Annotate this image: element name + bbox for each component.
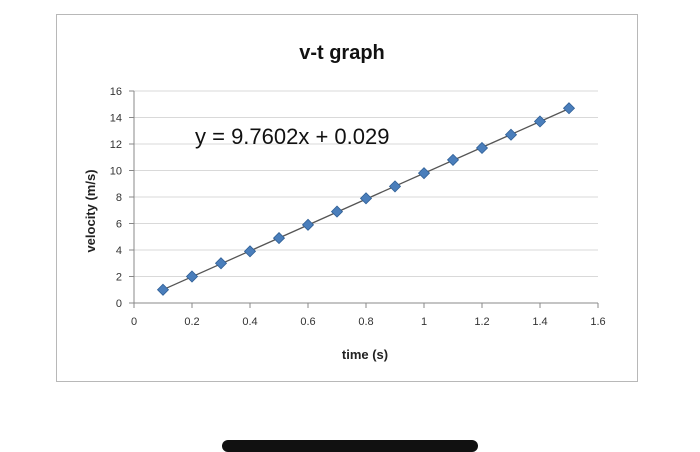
x-tick-label: 1 (421, 316, 427, 328)
trendline-equation: y = 9.7602x + 0.029 (195, 124, 390, 149)
data-point (156, 283, 170, 296)
data-point (562, 102, 576, 115)
data-point (533, 115, 547, 128)
x-tick-label: 1.2 (474, 316, 489, 328)
data-point (475, 141, 489, 155)
data-point (243, 245, 257, 258)
y-tick-labels: 0 2 4 6 8 10 12 14 16 (110, 86, 122, 310)
y-axis-label: velocity (m/s) (83, 169, 98, 252)
chart-frame: v-t graph 0 2 4 6 8 10 12 14 16 0 0.2 0.4 0.6 0.8 1 1.… (56, 14, 638, 382)
x-tick-label: 0.2 (184, 316, 199, 328)
y-tick-label: 14 (110, 113, 122, 125)
y-tick-label: 0 (116, 298, 122, 310)
y-tick-label: 2 (116, 272, 122, 284)
data-point (417, 167, 431, 180)
x-tick-label: 0.6 (300, 316, 315, 328)
data-point (272, 232, 286, 245)
axes (129, 90, 599, 308)
y-tick-label: 6 (116, 219, 122, 231)
data-point (214, 257, 228, 270)
y-tick-label: 8 (116, 192, 122, 204)
x-axis-label: time (s) (342, 347, 388, 362)
data-point (388, 180, 402, 193)
data-point (301, 218, 315, 231)
x-tick-labels: 0 0.2 0.4 0.6 0.8 1 1.2 1.4 1.6 (131, 316, 606, 328)
home-indicator-bar[interactable] (222, 440, 478, 452)
y-tick-label: 4 (116, 245, 122, 257)
x-tick-label: 1.6 (590, 316, 605, 328)
x-tick-label: 0.4 (242, 316, 257, 328)
y-tick-label: 10 (110, 166, 122, 178)
data-points (156, 102, 576, 296)
data-point (185, 270, 199, 283)
y-tick-label: 16 (110, 86, 122, 98)
chart-svg: v-t graph 0 2 4 6 8 10 12 14 16 0 0.2 0.4 0.6 0.8 1 1.… (83, 42, 606, 362)
x-tick-label: 0 (131, 316, 137, 328)
chart-title: v-t graph (299, 42, 385, 64)
x-tick-label: 1.4 (532, 316, 547, 328)
data-point (504, 128, 518, 141)
gridlines (134, 90, 598, 277)
data-point (330, 205, 344, 218)
data-point (446, 153, 460, 166)
data-point (359, 192, 373, 205)
x-tick-label: 0.8 (358, 316, 373, 328)
y-tick-label: 12 (110, 139, 122, 151)
